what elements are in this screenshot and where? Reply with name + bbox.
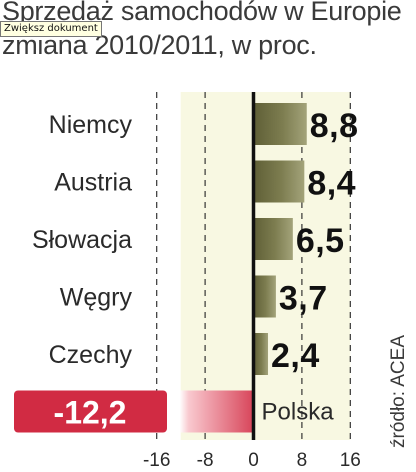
- tick-label: -16: [143, 450, 170, 471]
- category-label: Węgry: [60, 284, 133, 312]
- plot-panel: [180, 92, 351, 440]
- bar-austria: [253, 160, 305, 203]
- bar-polska: [179, 390, 254, 433]
- category-label: Słowacja: [32, 226, 132, 254]
- source-note: źródło: ACEA: [388, 335, 409, 448]
- value-label: -12,2: [54, 395, 127, 431]
- bar-słowacja: [253, 218, 293, 260]
- bar-niemcy: [253, 103, 307, 145]
- tick-label: -8: [197, 450, 214, 471]
- tick-label: 0: [248, 450, 259, 471]
- value-label: 3,7: [279, 280, 328, 318]
- tick-label: 8: [297, 450, 308, 471]
- value-label: 6,5: [296, 222, 345, 260]
- value-label: 8,8: [310, 107, 359, 145]
- category-label: Czechy: [49, 341, 133, 369]
- value-label: 2,4: [271, 337, 320, 375]
- category-label: Niemcy: [49, 111, 133, 139]
- bar-wegry: [253, 275, 276, 318]
- tick-label: 16: [340, 450, 361, 471]
- value-label: 8,4: [307, 165, 356, 203]
- category-label: Austria: [54, 169, 132, 197]
- value-label-badge: [14, 390, 167, 433]
- tooltip: Zwiększ dokument: [0, 21, 102, 37]
- category-label: Polska: [262, 399, 335, 426]
- bar-czechy: [253, 333, 269, 375]
